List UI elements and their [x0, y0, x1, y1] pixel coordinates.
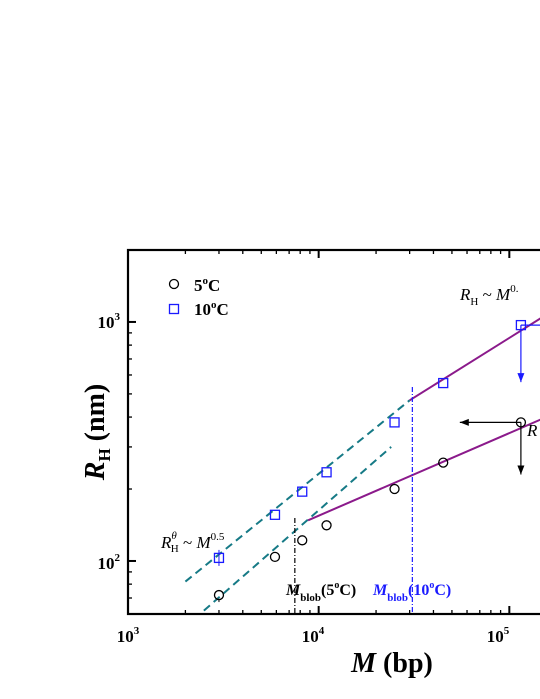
data-point-square [297, 486, 308, 497]
annotation-upper-scaling: RH ~ M0. [459, 283, 519, 308]
x-tick-label-1e3: 103 [117, 625, 140, 646]
legend-label-10c: 10oC [194, 299, 229, 319]
data-point-square [321, 467, 332, 478]
y-axis-label: RH (nm) [80, 384, 114, 481]
data-point-square [389, 417, 400, 428]
fit-line-3 [307, 418, 540, 522]
arrow-head-3 [517, 465, 525, 475]
data-point-circle [438, 457, 449, 468]
arrow-head-0 [517, 373, 525, 383]
legend: 5oC 10oC [168, 275, 229, 319]
data-point-circle [321, 520, 332, 531]
x-tick-label-1e5: 105 [487, 625, 510, 646]
arrow-head-2 [459, 418, 469, 426]
data-points [213, 319, 527, 603]
legend-marker-square [168, 303, 180, 315]
fit-lines [184, 317, 540, 612]
x-tick-label-1e4: 104 [302, 625, 325, 646]
data-point-circle [269, 551, 281, 563]
mblob-10c-label: Mblob(10oC) [372, 580, 451, 604]
data-point-square [269, 509, 281, 520]
arrows [459, 324, 540, 475]
plot-frame [126, 248, 540, 616]
mblob-5c-label: Mblob(5oC) [285, 580, 356, 604]
y-tick-label-1e2: 102 [98, 552, 121, 573]
annotation-theta-scaling: Rθ H ~ M0.5 [160, 530, 225, 555]
legend-marker-circle [168, 278, 180, 290]
fit-line-2 [409, 317, 540, 402]
fit-line-1 [203, 446, 392, 612]
axis-ticks [127, 249, 511, 615]
plot-area [126, 248, 540, 616]
x-axis-label: M (bp) [350, 648, 433, 679]
y-tick-label-1e3: 103 [98, 311, 121, 332]
data-point-square [515, 319, 527, 331]
data-point-circle [297, 535, 308, 546]
legend-label-5c: 5oC [194, 275, 220, 295]
blob-lines [294, 387, 413, 614]
data-point-circle [389, 483, 400, 495]
annotation-lower-scaling: R [526, 421, 538, 440]
data-point-circle [515, 417, 527, 428]
data-point-square [438, 377, 449, 389]
